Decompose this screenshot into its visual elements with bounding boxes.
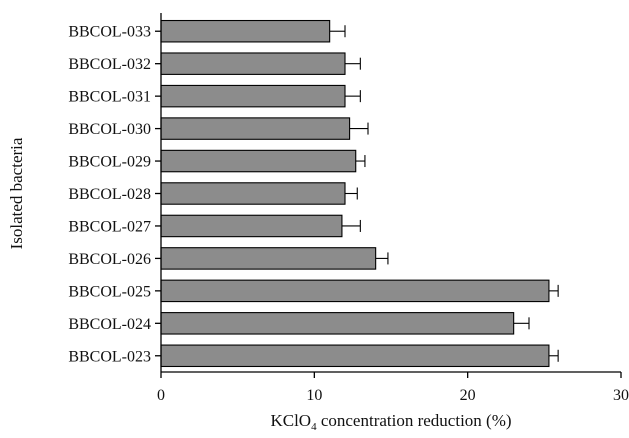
x-axis-title: KClO4 concentration reduction (%) (270, 411, 511, 433)
bar-bbcol-026 (160, 247, 377, 270)
bar-bbcol-027 (160, 214, 343, 238)
x-axis-title-prefix: KClO (270, 411, 311, 430)
category-label: BBCOL-030 (68, 121, 151, 138)
bar-bbcol-029 (160, 149, 357, 173)
x-tick-label: 30 (613, 387, 629, 404)
bar-bbcol-028 (160, 182, 346, 205)
category-label: BBCOL-023 (68, 348, 151, 365)
bar-bbcol-030 (160, 117, 351, 140)
category-label: BBCOL-032 (68, 56, 151, 73)
category-labels-group: BBCOL-033 BBCOL-032 BBCOL-031 BBCOL-030 BBCO… (68, 24, 161, 365)
category-label: BBCOL-025 (68, 283, 151, 300)
error-bars-group (329, 25, 559, 362)
category-label: BBCOL-028 (68, 186, 151, 203)
bar-bbcol-023 (160, 344, 550, 368)
x-tick-label: 0 (157, 387, 165, 404)
category-label: BBCOL-027 (68, 218, 151, 235)
x-ticks-group: 0 10 20 30 (157, 372, 629, 404)
x-axis-title-suffix: concentration reduction (%) (317, 411, 512, 430)
x-tick-label: 10 (306, 387, 322, 404)
bar-bbcol-033 (160, 19, 331, 43)
category-label: BBCOL-029 (68, 154, 151, 171)
y-axis-title: Isolated bacteria (7, 137, 26, 249)
category-label: BBCOL-031 (68, 89, 151, 106)
bar-bbcol-025 (160, 279, 550, 303)
category-label: BBCOL-026 (68, 251, 151, 268)
x-axis-title-subscript: 4 (311, 421, 317, 433)
bar-bbcol-031 (160, 84, 346, 108)
category-label: BBCOL-033 (68, 24, 151, 41)
bar-bbcol-032 (160, 52, 346, 75)
bar-bbcol-024 (160, 312, 515, 335)
category-label: BBCOL-024 (68, 316, 151, 333)
x-tick-label: 20 (460, 387, 476, 404)
